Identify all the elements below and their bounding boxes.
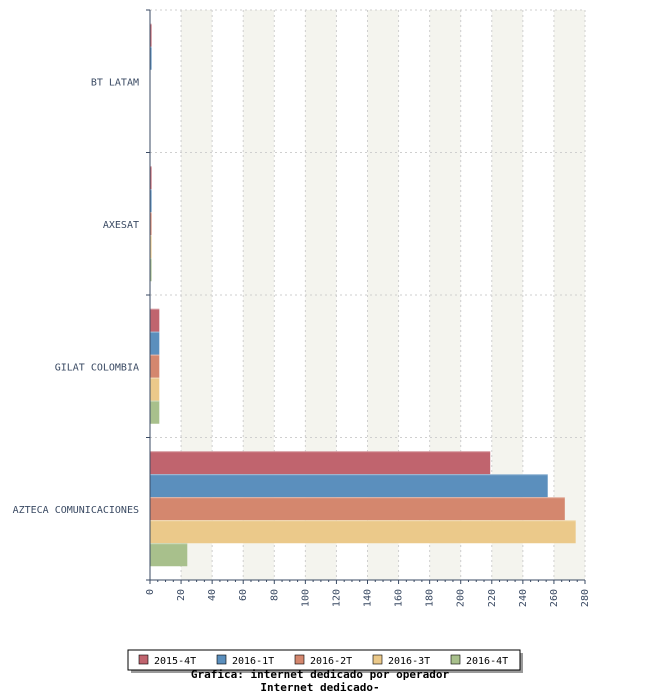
category-label: GILAT COLOMBIA bbox=[55, 362, 139, 373]
bar bbox=[150, 23, 152, 47]
x-tick-label: 180 bbox=[425, 589, 436, 607]
bar bbox=[150, 189, 152, 213]
legend: 2015-4T 2016-1T 2016-2T 2016-3T 2016-4T bbox=[127, 649, 523, 673]
bar bbox=[150, 258, 152, 282]
legend-label: 2016-2T bbox=[310, 656, 352, 667]
category-label: BT LATAM bbox=[91, 77, 139, 88]
x-tick-label: 40 bbox=[207, 589, 218, 601]
x-tick-label: 20 bbox=[176, 589, 187, 601]
x-axis-ticks: 0 20 40 60 80 100 120 140 160 180 200 220 240 260 280 bbox=[145, 580, 591, 607]
x-tick-label: 240 bbox=[518, 589, 529, 607]
x-tick-label: 120 bbox=[331, 589, 342, 607]
x-tick-label: 160 bbox=[394, 589, 405, 607]
category-label: AZTECA COMUNICACIONES bbox=[13, 505, 139, 516]
bar bbox=[150, 474, 548, 498]
bar bbox=[150, 46, 152, 70]
bar bbox=[150, 308, 160, 332]
grid-band bbox=[553, 10, 585, 580]
x-tick-label: 280 bbox=[580, 589, 591, 607]
caption-line-1: Grafica: internet dedicado por operador bbox=[191, 668, 450, 681]
caption-line-2: Internet dedicado- bbox=[260, 681, 379, 694]
x-tick-label: 200 bbox=[456, 589, 467, 607]
legend-swatch bbox=[372, 654, 383, 665]
x-tick-label: 0 bbox=[145, 589, 156, 595]
legend-label: 2016-1T bbox=[232, 656, 274, 667]
bar bbox=[150, 400, 160, 424]
bar bbox=[150, 377, 160, 401]
legend-swatch bbox=[216, 654, 227, 665]
bar bbox=[150, 543, 188, 567]
bar bbox=[150, 497, 565, 521]
bar bbox=[150, 451, 491, 475]
bars bbox=[150, 23, 576, 567]
category-labels: BT LATAM AXESAT GILAT COLOMBIA AZTECA COMUN… bbox=[13, 77, 139, 516]
legend-swatch bbox=[138, 654, 149, 665]
legend-label: 2015-4T bbox=[154, 656, 196, 667]
category-label: AXESAT bbox=[103, 220, 139, 231]
bar bbox=[150, 212, 152, 236]
x-tick-label: 100 bbox=[300, 589, 311, 607]
x-tick-label: 80 bbox=[269, 589, 280, 601]
x-tick-label: 60 bbox=[238, 589, 249, 601]
legend-label: 2016-3T bbox=[388, 656, 430, 667]
bar bbox=[150, 520, 576, 544]
legend-swatch bbox=[450, 654, 461, 665]
legend-label: 2016-4T bbox=[466, 656, 508, 667]
bar bbox=[150, 235, 152, 259]
bar bbox=[150, 354, 160, 378]
x-tick-label: 220 bbox=[487, 589, 498, 607]
x-tick-label: 140 bbox=[363, 589, 374, 607]
bar bbox=[150, 331, 160, 355]
bar bbox=[150, 166, 152, 190]
legend-swatch bbox=[294, 654, 305, 665]
x-tick-label: 260 bbox=[549, 589, 560, 607]
